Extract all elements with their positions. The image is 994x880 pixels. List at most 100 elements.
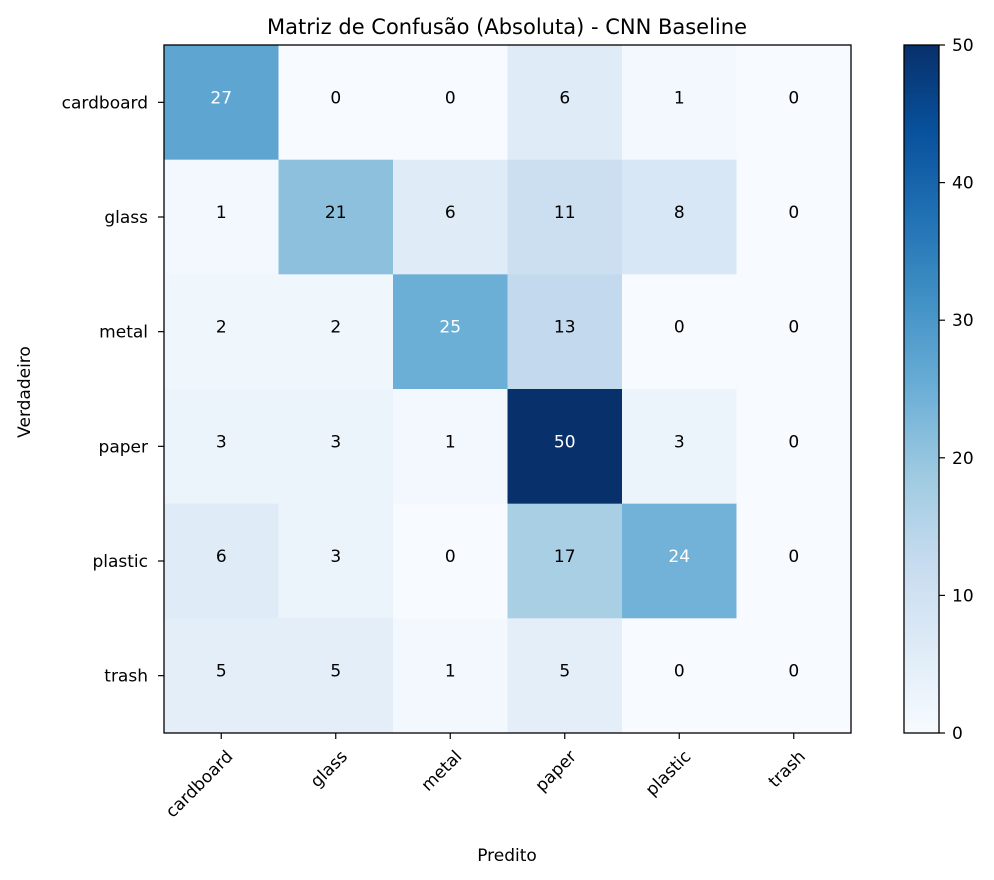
heatmap-cell [507,618,623,734]
cell-value-label: 11 [554,203,576,223]
cell-value-label: 0 [788,432,799,452]
heatmap-cell [507,45,623,161]
heatmap-cells [164,45,852,734]
cell-value-label: 3 [674,432,685,452]
cell-value-label: 0 [788,547,799,567]
cell-value-label: 0 [330,88,341,108]
heatmap-cell [164,159,279,275]
y-axis-label: Verdadeiro [15,346,35,438]
heatmap-cell [164,618,279,734]
colorbar-ticks: 0 10 20 30 40 50 [939,36,974,744]
colorbar-tick-label: 50 [952,36,974,56]
heatmap-cell [507,274,623,390]
heatmap-cell [736,274,852,390]
cell-value-label: 0 [788,88,799,108]
heatmap-cell [622,618,737,734]
cell-value-label: 0 [674,318,685,338]
heatmap-cell [278,274,394,390]
cell-value-label: 6 [559,88,570,108]
y-tick-label: glass [104,208,148,228]
cell-value-label: 17 [554,547,576,567]
cell-value-label: 3 [330,432,341,452]
x-tick-label: cardboard [162,747,237,822]
cell-value-label: 1 [674,88,685,108]
cell-value-label: 1 [445,432,456,452]
heatmap-cell [393,274,508,390]
cell-value-label: 3 [216,432,227,452]
cell-value-label: 21 [325,203,347,223]
heatmap-cell [736,618,852,734]
heatmap-cell [164,389,279,505]
cell-value-label: 1 [445,662,456,682]
heatmap-cell [278,45,394,161]
heatmap-cell [736,389,852,505]
heatmap-cell [622,389,737,505]
heatmap-cell [736,45,852,161]
plot-frame [163,44,852,734]
heatmap-cell [736,503,852,619]
chart-title: Matriz de Confusão (Absoluta) - CNN Base… [267,15,747,39]
x-tick-label: glass [307,747,352,792]
colorbar [903,44,940,734]
cell-value-label: 13 [554,318,576,338]
cell-value-label: 5 [216,662,227,682]
heatmap-cell [393,618,508,734]
heatmap-cell [736,159,852,275]
cell-value-labels: 27 0 0 6 1 01 21 6 11 8 02 2 25 13 0 03 3 1 50 3 06 3 0 17 24 05 5… [210,88,799,681]
x-axis-label: Predito [477,846,537,866]
x-tick-label: metal [418,747,467,796]
x-axis: cardboard glass metal paper plastic trash [162,733,810,822]
y-tick-label: paper [99,437,148,457]
cell-value-label: 6 [445,203,456,223]
heatmap-cell [393,503,508,619]
cell-value-label: 24 [668,547,690,567]
colorbar-tick-label: 10 [952,586,974,606]
heatmap-cell [164,503,279,619]
cell-value-label: 5 [559,662,570,682]
colorbar-tick-label: 20 [952,449,974,469]
colorbar-tick-label: 40 [952,174,974,194]
y-tick-label: cardboard [62,93,148,113]
y-tick-label: plastic [92,552,148,572]
heatmap-cell [278,618,394,734]
cell-value-label: 50 [554,432,576,452]
cell-value-label: 1 [216,203,227,223]
cell-value-label: 0 [788,318,799,338]
heatmap-cell [507,389,623,505]
cell-value-label: 6 [216,547,227,567]
heatmap-cell [278,159,394,275]
y-tick-label: trash [104,667,148,687]
heatmap-cell [278,389,394,505]
cell-value-label: 0 [788,662,799,682]
heatmap-cell [507,159,623,275]
cell-value-label: 25 [439,318,461,338]
cell-value-label: 3 [330,547,341,567]
heatmap-cell [622,45,737,161]
cell-value-label: 0 [674,662,685,682]
x-tick-label: plastic [642,747,695,800]
heatmap-cell [164,274,279,390]
heatmap-cell [622,159,737,275]
heatmap-cell [622,503,737,619]
cell-value-label: 2 [330,318,341,338]
heatmap-cell [507,503,623,619]
y-axis: cardboard glass metal paper plastic trash [62,93,164,687]
heatmap-cell [393,159,508,275]
cell-value-label: 8 [674,203,685,223]
heatmap-cell [393,45,508,161]
x-tick-label: trash [765,747,810,792]
colorbar-tick-label: 0 [952,724,963,744]
y-tick-label: metal [99,323,148,343]
heatmap-cell [164,45,279,161]
cell-value-label: 2 [216,318,227,338]
cell-value-label: 5 [330,662,341,682]
cell-value-label: 0 [445,547,456,567]
colorbar-tick-label: 30 [952,311,974,331]
cell-value-label: 0 [445,88,456,108]
x-tick-label: paper [532,747,581,796]
heatmap-cell [393,389,508,505]
cell-value-label: 27 [210,88,232,108]
cell-value-label: 0 [788,203,799,223]
heatmap-cell [278,503,394,619]
